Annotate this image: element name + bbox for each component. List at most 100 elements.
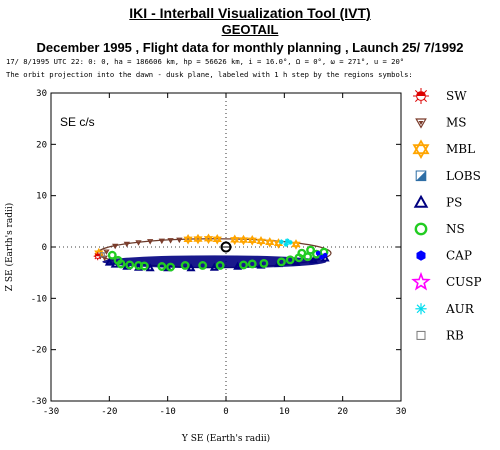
marker-ns [247, 259, 257, 269]
marker-ps [233, 261, 243, 270]
star-icon [411, 271, 431, 291]
legend-item-ps: PS [413, 194, 462, 209]
y-tick-label: 30 [36, 89, 47, 99]
axis-ticks: -30 -20 -10 0 10 20 30 -30 -20 -10 0 10 20 30 [31, 89, 407, 417]
legend-label: PS [446, 195, 462, 209]
marker-mbl [238, 234, 249, 246]
legend-label: LOBS [446, 169, 481, 183]
marker-ns [259, 258, 269, 268]
marker-ps [308, 255, 319, 264]
marker-ns [285, 255, 295, 265]
triangle-down-icon [415, 118, 427, 129]
marker-ns [166, 262, 176, 272]
marker-ps [209, 262, 219, 271]
marker-aur [287, 239, 293, 245]
circle-icon [414, 222, 428, 236]
legend-item-sw: SW [413, 88, 467, 104]
hexagon-icon [416, 250, 426, 261]
panel-label: SE c/s [60, 115, 95, 129]
marker-ms [112, 243, 119, 250]
marker-mbl [256, 236, 266, 247]
region-markers [93, 233, 330, 272]
marker-cap [315, 250, 321, 256]
marker-ps [104, 257, 114, 266]
earth-marker [220, 241, 232, 253]
marker-aur [283, 241, 289, 247]
marker-mbl [265, 237, 275, 248]
y-tick-label: 0 [42, 243, 47, 253]
marker-ms [147, 239, 154, 245]
legend-label: MS [446, 116, 467, 130]
marker-rb [99, 252, 105, 258]
marker-ns [116, 259, 126, 269]
marker-ps [291, 257, 301, 266]
marker-cap [322, 252, 328, 258]
y-tick-label: 20 [36, 140, 47, 150]
marker-mbl [291, 239, 301, 250]
x-tick-label: -20 [101, 407, 117, 417]
marker-ps [186, 263, 196, 272]
y-tick-label: 10 [36, 192, 47, 202]
marker-ns [198, 261, 208, 270]
marker-ns [297, 248, 307, 258]
legend-item-lobs: LOBS [415, 169, 481, 183]
star-of-david-icon [412, 139, 430, 159]
x-tick-label: -10 [160, 407, 176, 417]
x-axis-label: Y SE (Earth's radii) [181, 433, 270, 444]
x-tick-label: 0 [223, 407, 228, 417]
legend-label: SW [446, 89, 467, 103]
marker-ns [139, 261, 149, 271]
marker-ns [306, 245, 316, 255]
legend-item-ns: NS [414, 222, 465, 236]
marker-ns [157, 262, 167, 271]
marker-mbl [193, 233, 203, 245]
app-title: IKI - Interball Visualization Tool (IVT) [129, 5, 371, 21]
marker-ms [135, 240, 142, 246]
y-tick-label: -10 [31, 294, 47, 304]
projection-note: The orbit projection into the dawn - dus… [6, 70, 413, 79]
legend-label: CAP [446, 249, 472, 263]
x-tick-label: 30 [396, 407, 407, 417]
y-tick-label: -30 [31, 397, 47, 407]
spacecraft-name: GEOTAIL [221, 22, 279, 37]
asterisk-icon [415, 303, 427, 315]
legend-label: AUR [445, 302, 475, 316]
marker-mbl [212, 234, 222, 245]
legend-label: NS [446, 222, 465, 236]
triangle-icon [413, 194, 429, 208]
x-tick-label: -30 [43, 407, 59, 417]
orbit-parameters-line: 17/ 8/1995 UTC 22: 0: 0, ha = 186606 km,… [6, 57, 405, 66]
marker-aur [278, 239, 284, 245]
legend-label: RB [446, 328, 464, 342]
legend-label: MBL [446, 142, 475, 156]
marker-ps [145, 263, 155, 272]
marker-mbl [230, 234, 240, 246]
square-icon [416, 330, 426, 340]
marker-ms [123, 241, 130, 248]
marker-ms [167, 238, 174, 244]
legend-item-rb: RB [416, 328, 464, 342]
marker-ns [180, 261, 190, 270]
legend-item-aur: AUR [415, 302, 475, 316]
x-tick-label: 10 [279, 407, 290, 417]
legend-item-cusp: CUSP [411, 271, 482, 291]
marker-mbl [203, 233, 214, 245]
legend-label: CUSP [446, 275, 482, 289]
legend-item-mbl: MBL [412, 139, 475, 159]
marker-ns [239, 260, 248, 270]
y-axis-label: Z SE (Earth's radii) [4, 203, 15, 292]
region-legend: SW MS MBL LOBS PS NS CAP CUSP AUR RB [411, 88, 482, 342]
marker-mbl [247, 235, 257, 246]
marker-ps [122, 261, 132, 270]
marker-ns [276, 257, 286, 267]
marker-ms [158, 238, 165, 245]
half-square-icon [415, 170, 427, 182]
marker-ms [176, 237, 183, 244]
flight-data-heading: December 1995 , Flight data for monthly … [36, 40, 464, 55]
legend-item-cap: CAP [416, 249, 472, 263]
marker-ns [215, 261, 225, 270]
marker-ns [107, 250, 117, 260]
legend-item-ms: MS [415, 116, 467, 130]
sun-icon [413, 88, 429, 104]
